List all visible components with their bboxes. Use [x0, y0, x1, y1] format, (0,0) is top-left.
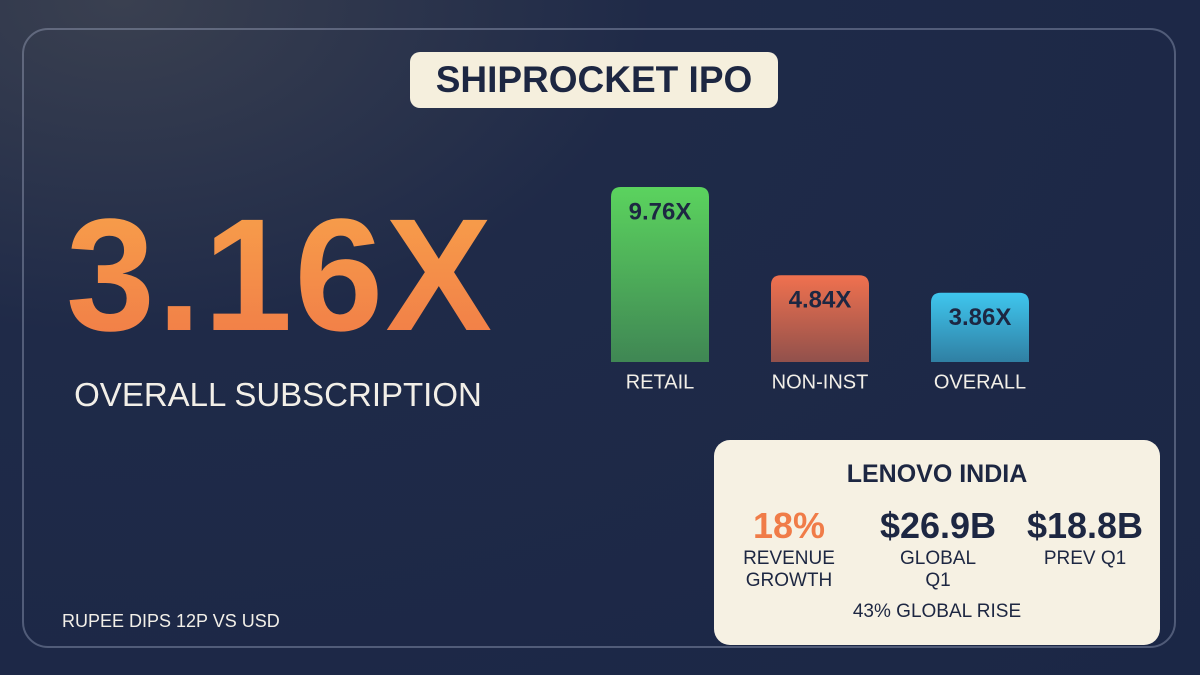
category-label: NON-INST: [772, 371, 869, 393]
hero-label: OVERALL SUBSCRIPTION: [74, 376, 482, 413]
value-label: 4.84X: [789, 287, 852, 314]
bar: [771, 275, 869, 362]
stat-label: GLOBAL Q1: [899, 548, 977, 591]
stat-label: REVENUE GROWTH: [743, 548, 835, 591]
bar: [931, 292, 1029, 362]
category-label: RETAIL: [626, 371, 695, 393]
stat-value: 18%: [752, 505, 826, 546]
bar-chart: 9.76X RETAIL 4.84X NON-INST 3.86X OVERALL: [611, 187, 1029, 393]
bar: [611, 187, 709, 362]
stat: 18% REVENUE GROWTH: [724, 506, 854, 592]
footer-note: RUPEE DIPS 12P VS USD: [62, 611, 280, 631]
category-label: OVERALL: [934, 371, 1026, 393]
value-label: 3.86X: [949, 304, 1012, 331]
stat: $26.9B GLOBAL Q1: [873, 506, 1003, 592]
hero-value: 3.16X: [40, 190, 520, 360]
stat-label: PREV Q1: [1043, 548, 1127, 569]
stat-value: $18.8B: [1026, 505, 1144, 546]
value-label: 9.76X: [629, 198, 692, 225]
lenovo-card: LENOVO INDIA 18% REVENUE GROWTH $26.9B G…: [714, 440, 1160, 645]
stat-value: $26.9B: [879, 505, 997, 546]
frame: [22, 28, 1176, 648]
title: SHIPROCKET IPO: [410, 52, 778, 108]
card-note: 43% GLOBAL RISE: [852, 601, 1022, 622]
stat: $18.8B PREV Q1: [1020, 506, 1150, 570]
card-title: LENOVO INDIA: [846, 460, 1028, 488]
